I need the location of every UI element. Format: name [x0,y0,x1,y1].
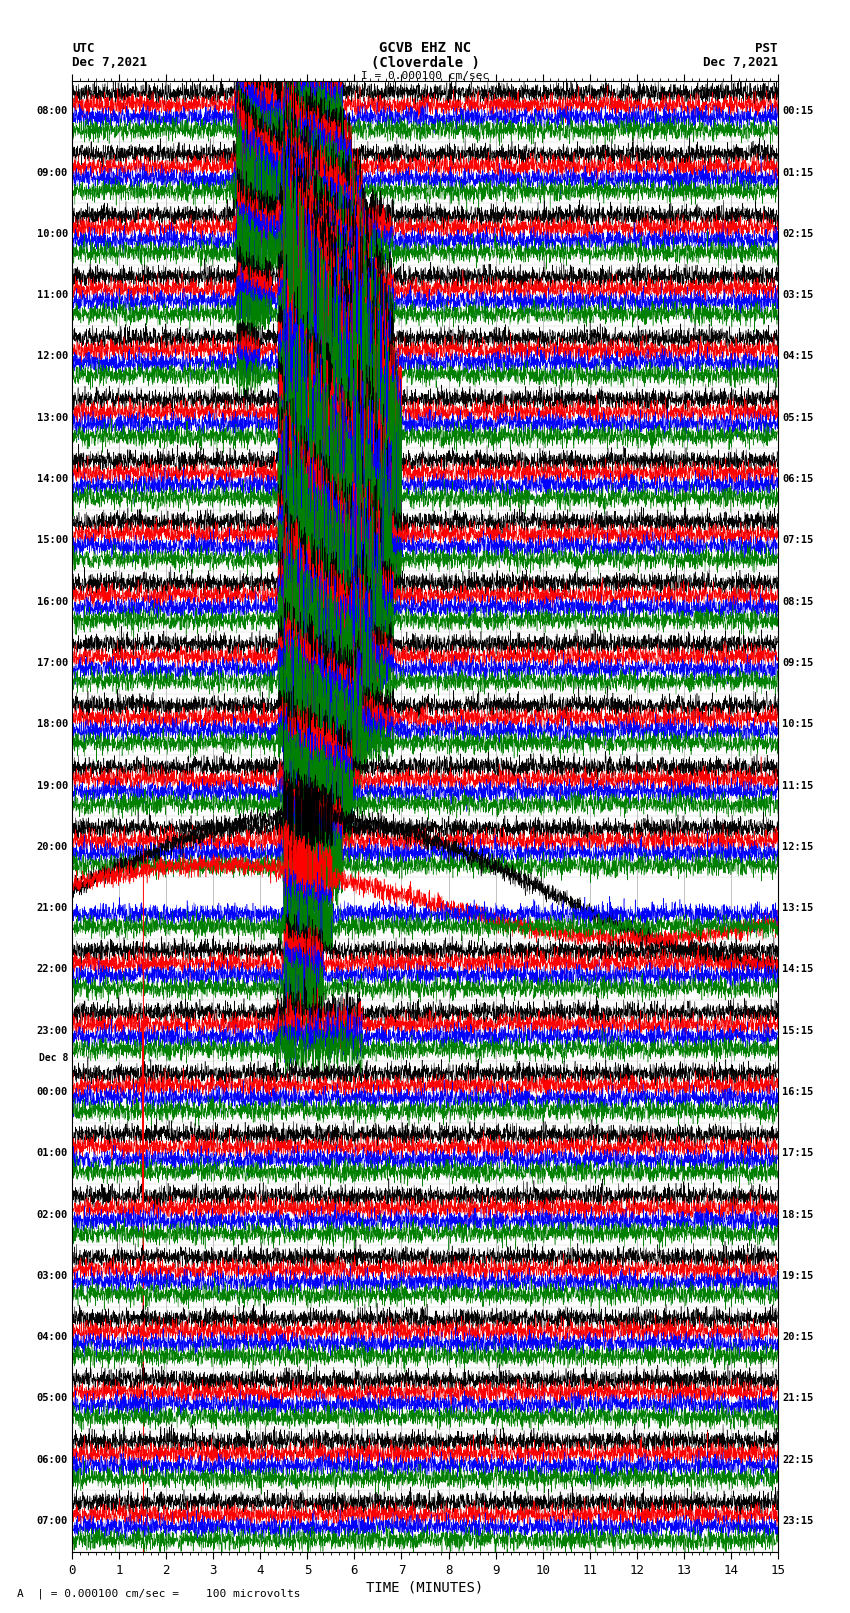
Text: Dec 7,2021: Dec 7,2021 [703,56,778,69]
Text: 05:15: 05:15 [782,413,813,423]
Text: 08:00: 08:00 [37,106,68,116]
Text: 16:00: 16:00 [37,597,68,606]
Text: 07:00: 07:00 [37,1516,68,1526]
Text: 12:00: 12:00 [37,352,68,361]
Text: 01:00: 01:00 [37,1148,68,1158]
Text: 04:15: 04:15 [782,352,813,361]
Text: 03:15: 03:15 [782,290,813,300]
Text: 08:15: 08:15 [782,597,813,606]
Text: 14:15: 14:15 [782,965,813,974]
Text: 09:00: 09:00 [37,168,68,177]
Text: (Cloverdale ): (Cloverdale ) [371,56,479,69]
Text: 01:15: 01:15 [782,168,813,177]
Text: 02:15: 02:15 [782,229,813,239]
Text: 18:00: 18:00 [37,719,68,729]
Text: 00:15: 00:15 [782,106,813,116]
Text: 10:15: 10:15 [782,719,813,729]
Text: A  | = 0.000100 cm/sec =    100 microvolts: A | = 0.000100 cm/sec = 100 microvolts [17,1589,301,1598]
Text: Dec 8: Dec 8 [38,1053,68,1063]
Text: 00:00: 00:00 [37,1087,68,1097]
Text: 19:00: 19:00 [37,781,68,790]
Text: 06:15: 06:15 [782,474,813,484]
Text: UTC: UTC [72,42,94,55]
X-axis label: TIME (MINUTES): TIME (MINUTES) [366,1581,484,1595]
Text: 21:00: 21:00 [37,903,68,913]
Text: 20:15: 20:15 [782,1332,813,1342]
Text: 22:15: 22:15 [782,1455,813,1465]
Text: 10:00: 10:00 [37,229,68,239]
Text: PST: PST [756,42,778,55]
Text: GCVB EHZ NC: GCVB EHZ NC [379,42,471,55]
Text: 15:00: 15:00 [37,536,68,545]
Text: 09:15: 09:15 [782,658,813,668]
Text: 19:15: 19:15 [782,1271,813,1281]
Text: 17:15: 17:15 [782,1148,813,1158]
Text: 22:00: 22:00 [37,965,68,974]
Text: 13:00: 13:00 [37,413,68,423]
Text: 11:00: 11:00 [37,290,68,300]
Text: 21:15: 21:15 [782,1394,813,1403]
Text: 07:15: 07:15 [782,536,813,545]
Text: 15:15: 15:15 [782,1026,813,1036]
Text: 23:00: 23:00 [37,1026,68,1036]
Text: 05:00: 05:00 [37,1394,68,1403]
Text: 06:00: 06:00 [37,1455,68,1465]
Text: Dec 7,2021: Dec 7,2021 [72,56,147,69]
Text: 11:15: 11:15 [782,781,813,790]
Text: 23:15: 23:15 [782,1516,813,1526]
Text: 20:00: 20:00 [37,842,68,852]
Text: 13:15: 13:15 [782,903,813,913]
Text: 16:15: 16:15 [782,1087,813,1097]
Text: 12:15: 12:15 [782,842,813,852]
Text: 18:15: 18:15 [782,1210,813,1219]
Text: I = 0.000100 cm/sec: I = 0.000100 cm/sec [361,71,489,81]
Text: 04:00: 04:00 [37,1332,68,1342]
Text: 17:00: 17:00 [37,658,68,668]
Text: 03:00: 03:00 [37,1271,68,1281]
Text: 02:00: 02:00 [37,1210,68,1219]
Text: 14:00: 14:00 [37,474,68,484]
